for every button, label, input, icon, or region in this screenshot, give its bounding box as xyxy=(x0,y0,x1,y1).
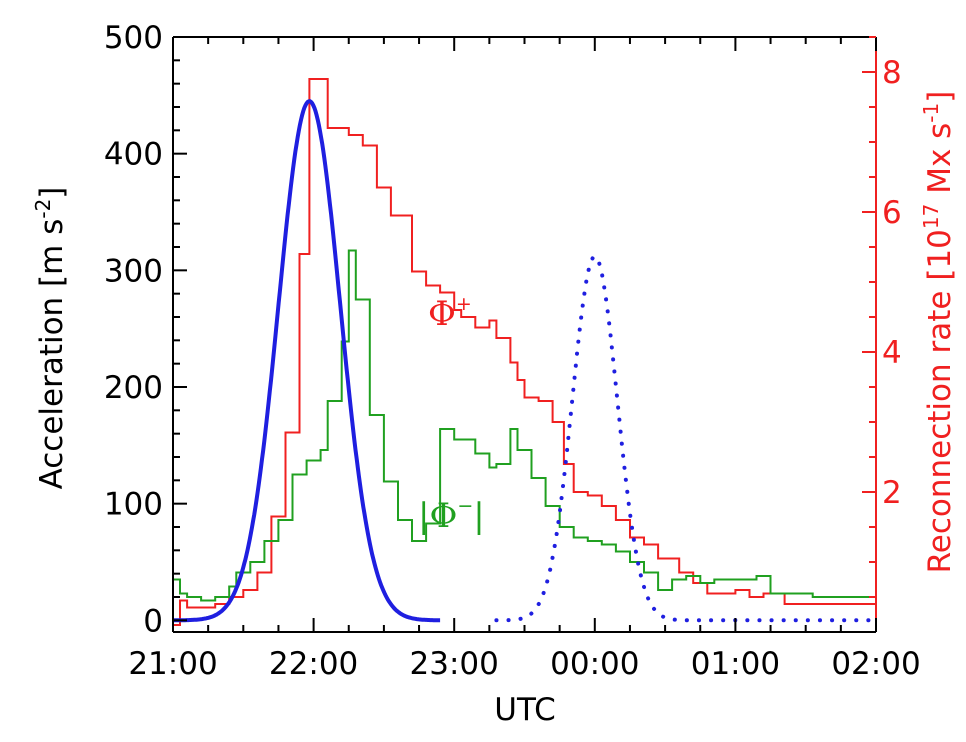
x-axis-label: UTC xyxy=(494,692,555,728)
x-tick-label: 21:00 xyxy=(128,646,217,682)
plot-area xyxy=(173,78,878,626)
axes: 21:00 22:00 23:00 00:00 01:00 02:00 0 100 200 300… xyxy=(104,20,921,682)
right-y-tick-label: 4 xyxy=(882,335,902,371)
left-y-tick-label: 0 xyxy=(143,603,163,639)
left-y-tick-label: 400 xyxy=(104,137,163,173)
x-tick-label: 02:00 xyxy=(831,646,920,682)
left-y-tick-label: 300 xyxy=(104,253,163,289)
right-y-tick-label: 2 xyxy=(882,475,902,511)
x-tick-label: 23:00 xyxy=(410,646,499,682)
right-y-tick-label: 8 xyxy=(882,55,902,91)
left-y-tick-label: 200 xyxy=(104,370,163,406)
left-y-tick-label: 100 xyxy=(104,487,163,523)
left-y-tick-label: 500 xyxy=(104,20,163,56)
phi-minus-annotation: |Φ−| xyxy=(418,495,485,536)
acceleration-solid-line xyxy=(173,99,441,623)
right-y-axis-label: Reconnection rate [1017 Mx s-1] xyxy=(919,91,958,574)
x-tick-label: 22:00 xyxy=(269,646,358,682)
phi-plus-annotation: Φ+ xyxy=(428,293,472,334)
phi-minus-step-line xyxy=(173,249,876,602)
phi-plus-step-line xyxy=(173,78,876,626)
right-y-tick-label: 6 xyxy=(882,195,902,231)
x-tick-label: 01:00 xyxy=(691,646,780,682)
left-y-axis-label: Acceleration [m s-2] xyxy=(31,187,70,490)
acceleration-dotted-line xyxy=(494,254,878,623)
x-tick-label: 00:00 xyxy=(550,646,639,682)
